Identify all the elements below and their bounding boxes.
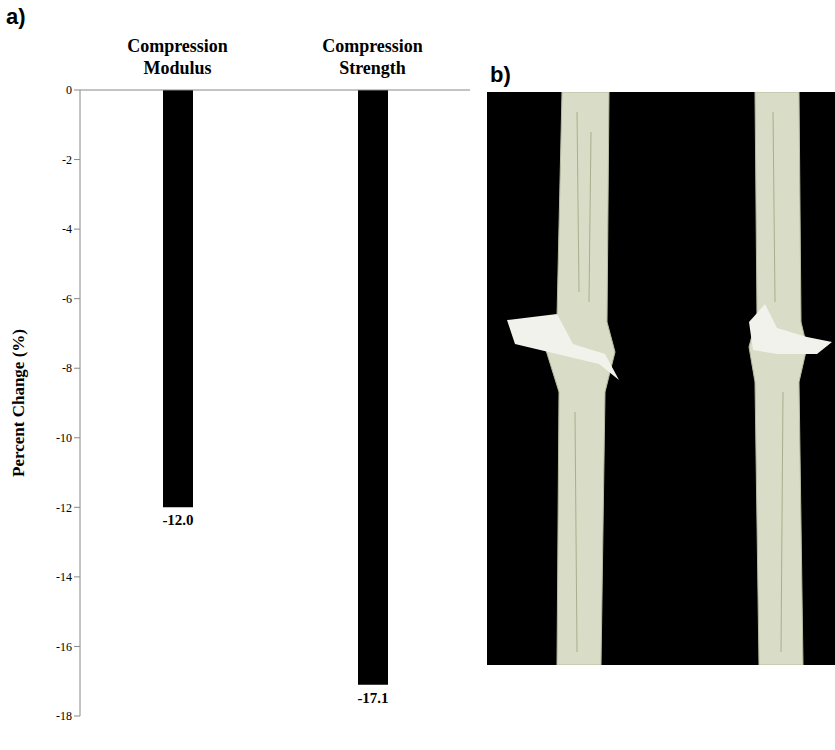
svg-text:Modulus: Modulus <box>143 58 211 78</box>
svg-text:-2: -2 <box>62 153 72 167</box>
svg-text:-12: -12 <box>56 501 72 515</box>
svg-text:-4: -4 <box>62 222 72 236</box>
svg-text:-12.0: -12.0 <box>162 512 193 528</box>
svg-text:Compression: Compression <box>322 36 423 56</box>
html-text:a): a) <box>6 4 26 29</box>
html-text:b): b) <box>490 62 511 87</box>
svg-text:Compression: Compression <box>127 36 228 56</box>
svg-text:-17.1: -17.1 <box>357 690 388 706</box>
svg-text:-8: -8 <box>62 361 72 375</box>
svg-text:-14: -14 <box>56 570 72 584</box>
svg-text:0: 0 <box>66 83 72 97</box>
svg-text:Percent Change (%): Percent Change (%) <box>9 329 28 477</box>
svg-text:Strength: Strength <box>339 58 406 78</box>
svg-text:-6: -6 <box>62 292 72 306</box>
svg-text:-10: -10 <box>56 431 72 445</box>
svg-text:-16: -16 <box>56 640 72 654</box>
svg-text:-18: -18 <box>56 709 72 723</box>
